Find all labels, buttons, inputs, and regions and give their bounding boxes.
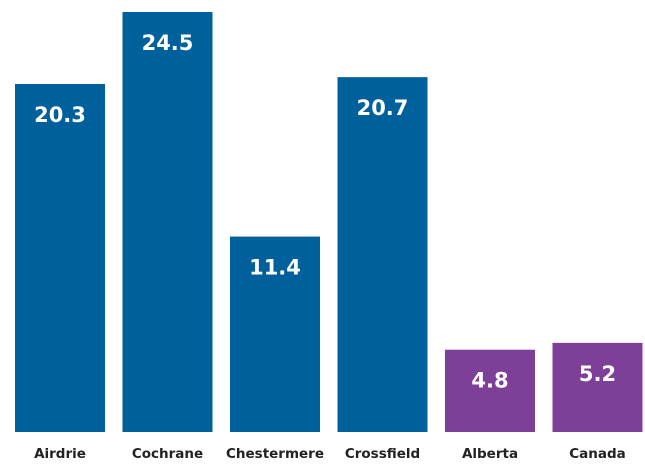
data-label-canada: 5.2 <box>579 362 616 386</box>
category-label-alberta: Alberta <box>462 446 518 462</box>
data-label-chestermere: 11.4 <box>249 256 301 280</box>
data-label-alberta: 4.8 <box>471 369 508 393</box>
category-label-airdrie: Airdrie <box>34 446 86 462</box>
bar-alberta <box>445 349 535 432</box>
category-label-crossfield: Crossfield <box>345 446 420 462</box>
bar-crossfield <box>337 77 428 433</box>
category-label-cochrane: Cochrane <box>132 446 203 462</box>
bar-airdrie <box>15 84 105 432</box>
category-label-canada: Canada <box>569 446 626 462</box>
data-label-crossfield: 20.7 <box>357 96 409 120</box>
bar-cochrane <box>122 12 213 432</box>
category-label-chestermere: Chestermere <box>226 446 324 462</box>
bar-canada <box>552 342 643 432</box>
bar-chestermere <box>230 236 320 432</box>
data-label-cochrane: 24.5 <box>142 31 194 55</box>
data-label-airdrie: 20.3 <box>34 103 86 127</box>
